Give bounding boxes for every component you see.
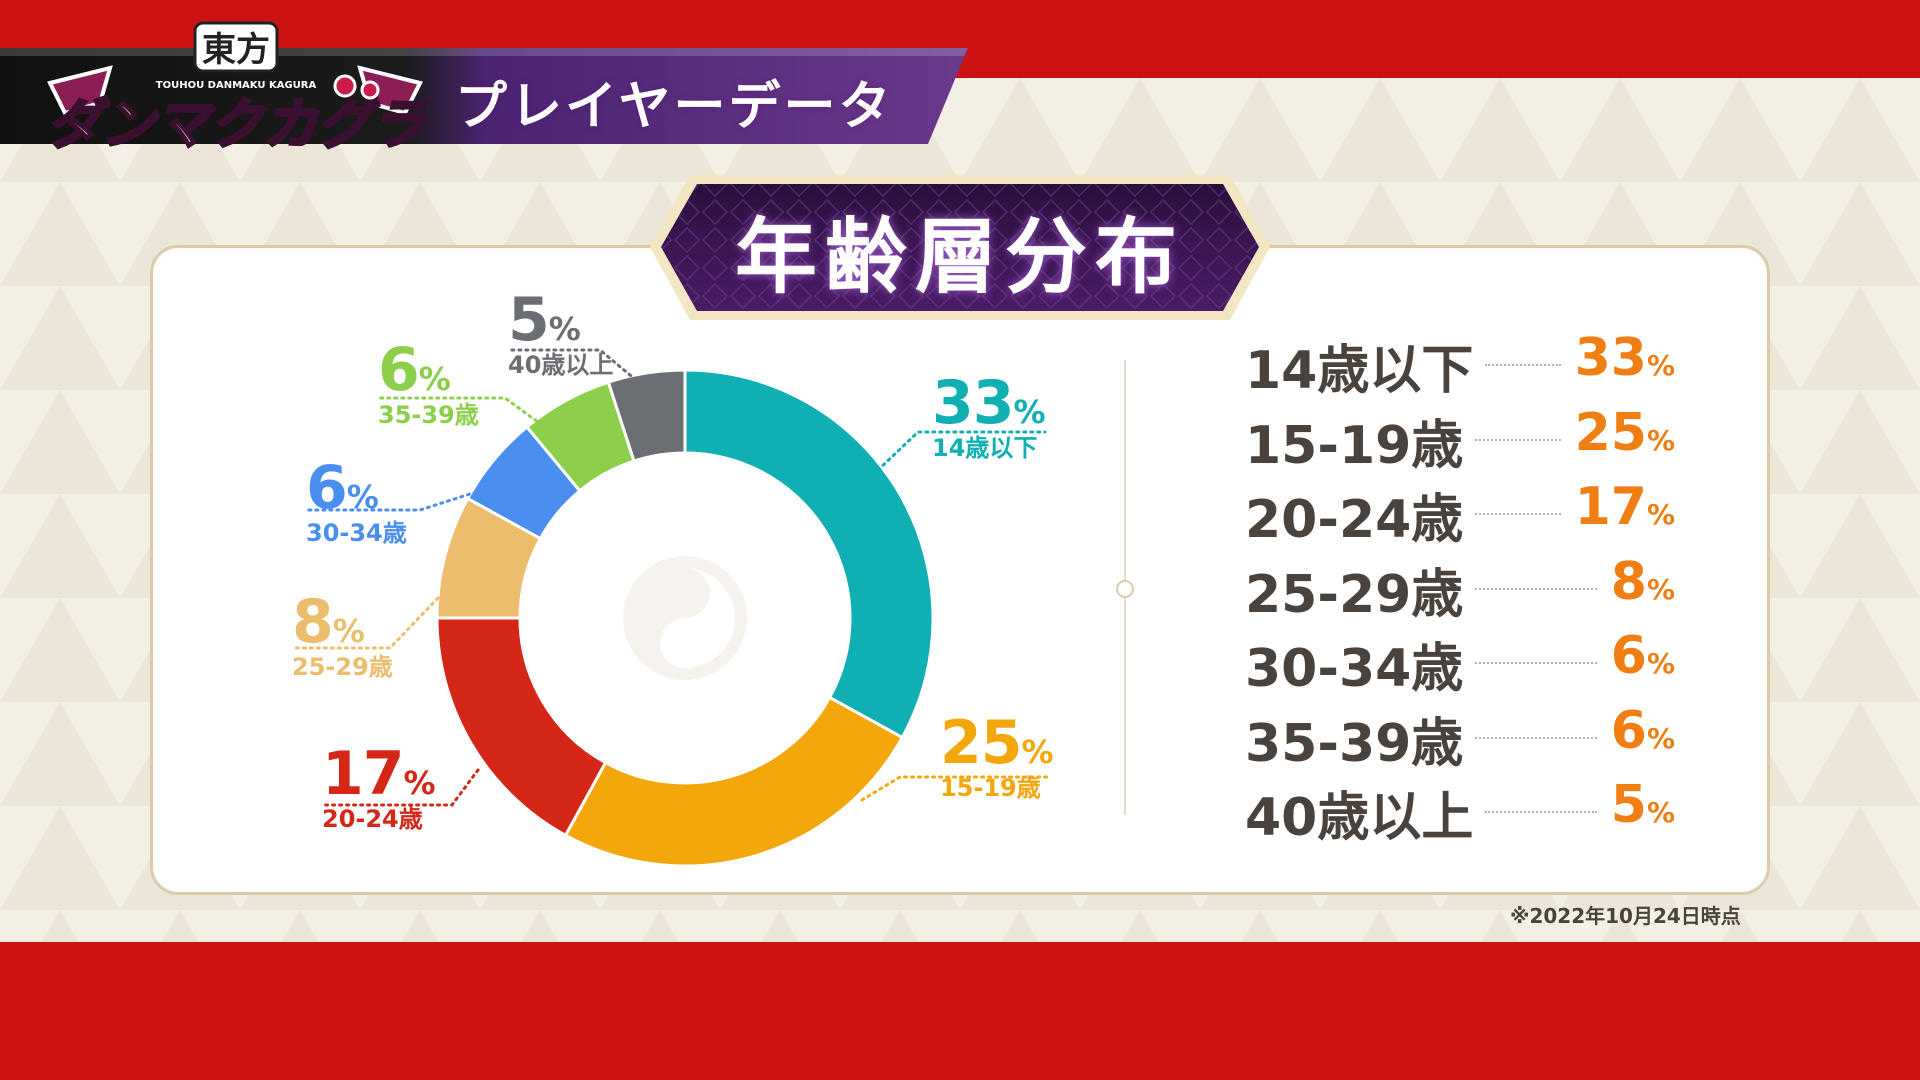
table-row-value: 17% — [1575, 477, 1675, 537]
label-value: 17 — [322, 739, 404, 809]
logo-top-text: 東方 — [202, 30, 270, 70]
table-row-category: 35-39歳 — [1245, 713, 1464, 774]
table-row-leader-dots — [1485, 364, 1561, 366]
table-row: 25-29歳 8% — [1245, 552, 1675, 625]
label-value: 25 — [940, 708, 1022, 778]
logo-main-text: ダンマクカグラ — [47, 93, 427, 156]
label-category: 35-39歳 — [378, 401, 479, 429]
label-category: 25-29歳 — [292, 653, 393, 681]
label-category: 30-34歳 — [306, 519, 407, 547]
table-row-leader-dots — [1475, 736, 1597, 739]
label-value: 33 — [932, 368, 1014, 438]
table-row-number: 17 — [1574, 477, 1647, 537]
percent-sign: % — [1646, 572, 1675, 606]
table-row-value: 33% — [1575, 328, 1675, 388]
label-value: 5 — [508, 285, 550, 355]
table-row-number: 8 — [1610, 551, 1647, 612]
label-category: 14歳以下 — [932, 434, 1038, 462]
table-row: 14歳以下 33% — [1245, 328, 1675, 401]
table-row: 15-19歳 25% — [1245, 403, 1675, 476]
table-row: 30-34歳 6% — [1245, 626, 1675, 699]
table-row-category: 15-19歳 — [1245, 415, 1464, 476]
label-category: 20-24歳 — [322, 805, 423, 833]
percent-sign: % — [418, 360, 451, 398]
percent-sign: % — [1021, 733, 1054, 771]
percent-sign: % — [1013, 393, 1046, 431]
table-row: 20-24歳 17% — [1245, 477, 1675, 550]
yin-yang-icon — [623, 556, 747, 680]
percent-sign: % — [1646, 349, 1675, 382]
percent-sign: % — [332, 612, 365, 650]
footnote: ※2022年10月24日時点 — [1510, 904, 1741, 928]
leader-line-5 — [376, 396, 544, 427]
bottom-red-band — [0, 942, 1920, 1080]
label-25-29: 8% 25-29歳 — [292, 592, 393, 682]
table-row-category: 40歳以上 — [1245, 788, 1474, 848]
table-row-category: 14歳以下 — [1245, 341, 1474, 401]
section-title: プレイヤーデータ — [455, 77, 894, 137]
label-30-34: 6% 30-34歳 — [306, 458, 407, 548]
chart-card — [150, 245, 1770, 895]
donut-slice-2 — [435, 616, 608, 838]
table-row-number: 33 — [1574, 328, 1647, 388]
table-row-leader-dots — [1485, 811, 1597, 813]
game-logo: 東方 TOUHOU DANMAKU KAGURA ダンマクカグラ — [46, 21, 428, 158]
table-row-number: 5 — [1610, 775, 1647, 835]
table-row-value: 25% — [1575, 403, 1675, 463]
table-row-value: 5% — [1611, 775, 1675, 835]
percent-sign: % — [346, 478, 379, 516]
percent-sign: % — [1646, 647, 1675, 680]
label-40-over: 5% 40歳以上 — [508, 290, 613, 380]
table-row-leader-dots — [1475, 513, 1561, 515]
table-row-leader-dots — [1475, 438, 1561, 441]
percent-sign: % — [1646, 796, 1675, 829]
leader-line-0 — [876, 430, 1047, 472]
leader-line-4 — [304, 490, 478, 512]
percent-sign: % — [548, 310, 581, 348]
label-category: 40歳以上 — [508, 351, 614, 379]
donut-slice-0 — [683, 368, 935, 740]
percent-sign: % — [403, 764, 436, 802]
table-row-number: 25 — [1574, 402, 1647, 463]
table-row: 40歳以上 5% — [1245, 775, 1675, 848]
table-row-value: 8% — [1611, 552, 1675, 612]
label-20-24: 17% 20-24歳 — [322, 744, 436, 834]
table-row-number: 6 — [1610, 626, 1647, 686]
percent-sign: % — [1646, 498, 1675, 531]
label-35-39: 6% 35-39歳 — [378, 340, 479, 430]
label-category: 15-19歳 — [940, 774, 1041, 802]
logo-sub-text: TOUHOU DANMAKU KAGURA — [156, 80, 317, 91]
leader-line-3 — [290, 596, 440, 650]
label-value: 6 — [306, 453, 348, 523]
table-row-leader-dots — [1475, 662, 1597, 664]
table-row-value: 6% — [1611, 701, 1675, 761]
chart-title: 年齢層分布 — [734, 210, 1185, 305]
donut-slice-1 — [563, 695, 905, 868]
table-row-leader-dots — [1475, 587, 1597, 590]
leader-line-2 — [320, 768, 480, 807]
label-value: 6 — [378, 335, 420, 405]
table-row-category: 25-29歳 — [1245, 564, 1464, 625]
leader-line-6 — [506, 348, 638, 382]
label-14-under: 33% 14歳以下 — [932, 373, 1046, 463]
leader-line-1 — [860, 775, 1052, 802]
table-row-category: 20-24歳 — [1245, 490, 1464, 550]
chart-title-badge — [650, 175, 1270, 320]
label-15-19: 25% 15-19歳 — [940, 713, 1054, 803]
divider-yin-yang-icon — [1116, 580, 1134, 598]
label-value: 8 — [292, 587, 334, 657]
table-row-value: 6% — [1611, 626, 1675, 686]
table-row: 35-39歳 6% — [1245, 701, 1675, 774]
table-row-category: 30-34歳 — [1245, 639, 1464, 699]
percent-sign: % — [1646, 423, 1675, 457]
table-row-number: 6 — [1610, 700, 1647, 761]
percent-sign: % — [1646, 721, 1675, 755]
